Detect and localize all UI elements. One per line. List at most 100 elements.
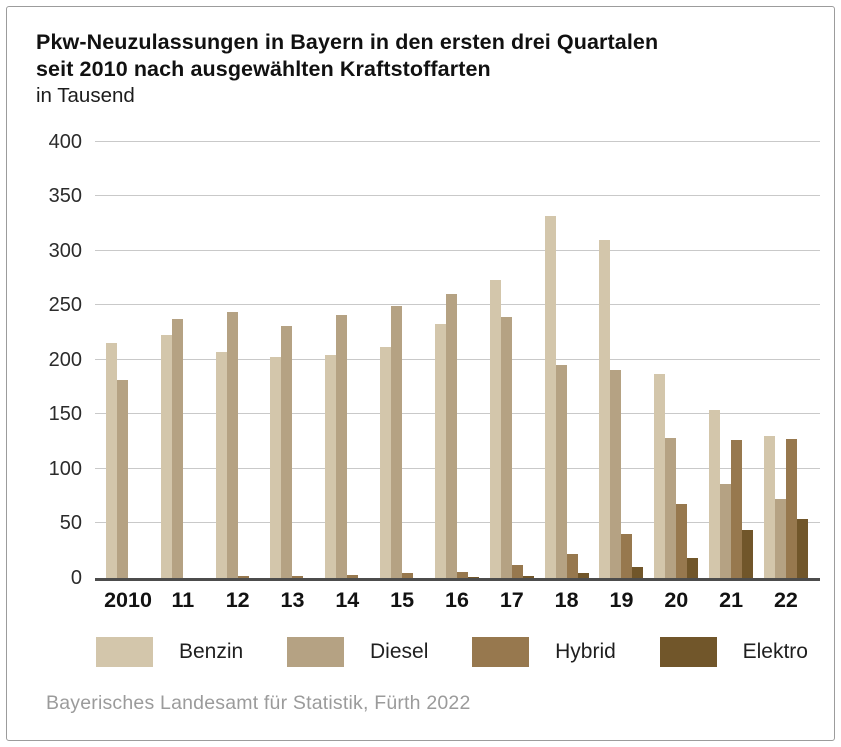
legend-swatch-hybrid [472,636,530,667]
bar-diesel-21 [720,483,732,578]
x-axis-labels: 2010 11 12 13 14 15 16 17 18 19 20 21 22 [95,588,820,613]
bar-hybrid-13 [292,575,304,578]
bar-diesel-2010 [117,379,128,578]
bar-groups [95,145,820,578]
gridline-100 [95,467,820,469]
gridline-250 [95,304,820,306]
legend-item-benzin: Benzin [96,636,244,667]
bar-hybrid-17 [511,564,523,578]
gridline-400 [95,140,820,142]
bar-group-22 [763,145,808,578]
bar-benzin-13 [270,356,282,578]
x-axis-label-17: 17 [499,587,524,612]
bar-hybrid-20 [676,504,688,578]
source-attribution: Bayerisches Landesamt für Statistik, Für… [46,691,471,714]
bar-benzin-17 [489,280,501,578]
bar-diesel-11 [171,319,183,578]
bar-hybrid-12 [237,575,249,578]
legend-swatch-benzin [96,636,153,667]
x-axis-label-11: 11 [171,587,195,612]
bar-diesel-17 [500,316,512,578]
bar-elektro-22 [796,519,808,578]
bar-hybrid-19 [621,534,633,578]
bar-hybrid-15 [402,573,414,578]
bar-benzin-16 [434,324,446,578]
y-axis-tick-label-400: 400 [48,130,82,153]
x-axis-label-13: 13 [280,587,305,612]
x-axis-label-18: 18 [554,587,579,612]
gridline-300 [95,249,820,251]
bar-diesel-20 [665,438,677,578]
bar-diesel-13 [281,325,293,578]
chart-header: Pkw-Neuzulassungen in Bayern in den erst… [7,7,834,109]
bar-hybrid-14 [347,574,359,578]
bar-benzin-20 [654,374,666,578]
bar-hybrid-21 [731,440,743,578]
bar-hybrid-22 [785,439,797,578]
bar-diesel-19 [610,369,622,578]
bar-benzin-11 [160,335,172,578]
bar-elektro-21 [742,530,754,578]
legend-item-diesel: Diesel [287,636,429,667]
y-axis-tick-label-100: 100 [48,457,82,480]
bar-diesel-16 [445,294,457,578]
bar-group-16 [434,145,479,578]
y-axis-tick-label-0: 0 [70,566,82,589]
x-axis-label-15: 15 [390,587,415,612]
bar-benzin-14 [325,354,337,578]
y-axis-tick-label-250: 250 [48,294,82,317]
x-axis-label-2010: 2010 [104,587,152,612]
bar-elektro-18 [577,573,589,578]
bar-group-14 [325,145,369,578]
legend: Benzin Diesel Hybrid Elektro [96,636,808,667]
legend-item-hybrid: Hybrid [472,636,616,667]
bar-benzin-12 [215,351,227,578]
bar-hybrid-16 [456,572,468,578]
chart-unit-label: in Tausend [36,84,135,108]
x-axis-label-19: 19 [609,587,634,612]
bar-elektro-17 [522,575,534,578]
bar-diesel-12 [226,311,238,578]
legend-item-elektro: Elektro [659,636,808,667]
gridline-150 [95,413,820,415]
y-axis-tick-label-150: 150 [48,403,82,426]
bar-group-20 [654,145,699,578]
bar-group-17 [489,145,534,578]
plot-area: 0 50 100 150 200 250 300 350 400 [49,131,820,589]
gridline-350 [95,195,820,197]
bar-diesel-15 [391,306,403,578]
legend-label-diesel: Diesel [370,639,429,663]
y-axis-tick-label-350: 350 [48,185,82,208]
legend-label-benzin: Benzin [179,639,244,663]
bar-elektro-16 [467,576,479,578]
x-axis-label-22: 22 [773,587,798,612]
bar-benzin-19 [599,240,611,578]
bar-diesel-18 [555,364,567,578]
y-axis-tick-label-200: 200 [48,348,82,371]
bar-group-2010 [106,145,150,578]
chart-footer: Bayerisches Landesamt für Statistik, Für… [46,692,834,715]
x-axis-label-12: 12 [225,587,250,612]
gridline-200 [95,358,820,360]
bar-group-18 [544,145,589,578]
bar-elektro-19 [632,566,644,578]
bar-diesel-22 [774,498,786,578]
bar-group-13 [270,145,314,578]
bar-benzin-22 [763,435,775,578]
y-axis-tick-label-300: 300 [48,239,82,262]
legend-swatch-elektro [659,636,717,667]
x-axis-label-16: 16 [445,587,469,612]
bar-benzin-2010 [106,342,117,578]
bar-group-12 [215,145,260,578]
bar-group-21 [709,145,754,578]
bar-group-11 [160,145,205,578]
bar-diesel-14 [336,314,348,578]
legend-label-elektro: Elektro [742,639,808,663]
x-axis-label-14: 14 [335,587,360,612]
bar-benzin-21 [709,410,721,578]
y-axis-tick-label-50: 50 [59,512,82,535]
x-axis-label-21: 21 [719,587,744,612]
bar-group-15 [380,145,424,578]
gridline-50 [95,522,820,524]
bar-group-19 [599,145,644,578]
